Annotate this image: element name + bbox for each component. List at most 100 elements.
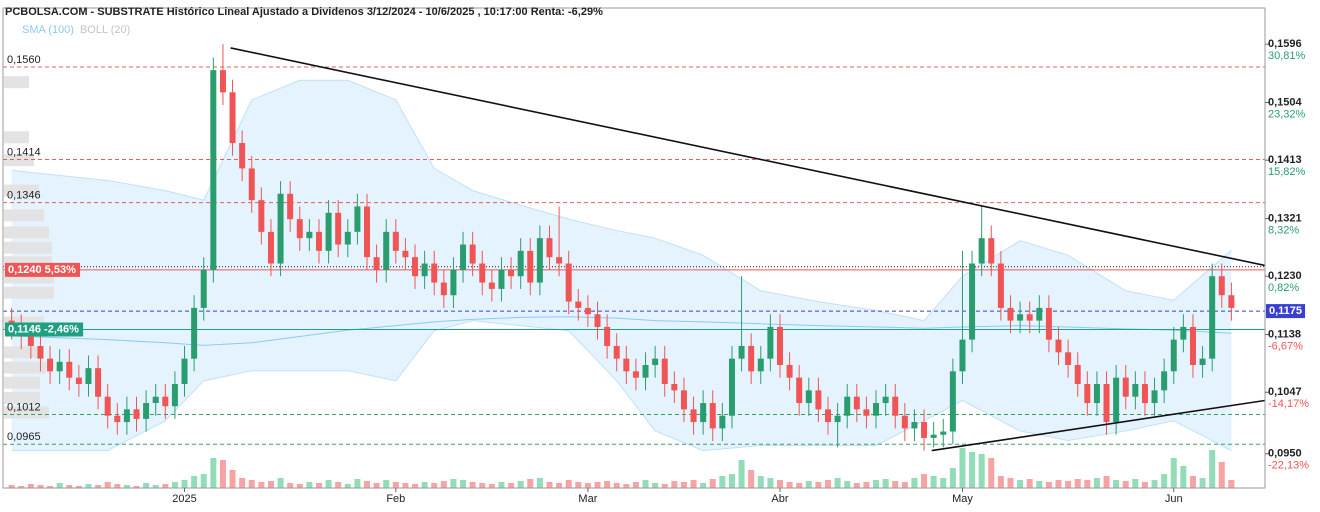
y-tick-percent: -22,13%	[1268, 460, 1309, 472]
candle-body	[709, 403, 716, 429]
volume-profile-bar	[4, 241, 52, 254]
volume-bar	[613, 483, 620, 488]
candle-body	[75, 377, 82, 385]
level-label: 0,1560	[7, 54, 41, 66]
volume-bar	[1113, 480, 1120, 488]
volume-profile-bar	[4, 154, 34, 167]
volume-bar	[594, 482, 601, 488]
volume-bar	[181, 480, 188, 488]
candle-body	[1180, 326, 1187, 340]
candle-body	[66, 361, 73, 378]
volume-bar	[1132, 479, 1139, 488]
candle-body	[258, 200, 265, 232]
candle-body	[536, 238, 543, 283]
volume-bar	[969, 452, 976, 488]
volume-bar	[258, 482, 265, 488]
volume-bar	[191, 476, 198, 488]
volume-bar	[623, 484, 630, 488]
candle-body	[1113, 377, 1120, 423]
volume-profile-bar	[4, 209, 44, 222]
candle-body	[1103, 384, 1110, 423]
volume-bar	[104, 482, 111, 488]
candle-body	[844, 396, 851, 416]
volume-bar	[584, 483, 591, 488]
y-tick-percent: 0,82%	[1268, 282, 1299, 294]
candle-body	[767, 326, 774, 359]
volume-bar	[460, 480, 467, 488]
candle-body	[383, 231, 390, 270]
volume-bar	[1122, 481, 1129, 488]
volume-bar	[1209, 450, 1216, 488]
volume-profile-bar	[4, 406, 49, 419]
candle-body	[277, 193, 284, 264]
candle-body	[978, 238, 985, 264]
candle-body	[37, 345, 44, 359]
volume-bar	[239, 478, 246, 488]
candle-body	[219, 70, 226, 93]
candle-body	[623, 358, 630, 372]
volume-bar	[997, 476, 1004, 488]
candle-body	[152, 396, 159, 404]
volume-bar	[825, 480, 832, 488]
level-percent: -2,46%	[44, 323, 79, 335]
candle-body	[306, 231, 313, 239]
volume-bar	[709, 479, 716, 488]
candle-body	[143, 403, 150, 419]
volume-bar	[402, 483, 409, 488]
volume-bar	[66, 485, 73, 488]
volume-bar	[469, 482, 476, 488]
volume-bar	[873, 480, 880, 488]
volume-bar	[767, 478, 774, 488]
candle-body	[1218, 276, 1225, 296]
volume-bar	[527, 479, 534, 488]
volume-bar	[671, 481, 678, 488]
volume-bar	[133, 486, 140, 488]
volume-bar	[652, 483, 659, 488]
bollinger-fill	[11, 80, 1232, 451]
candle-body	[719, 415, 726, 429]
volume-bar	[1141, 482, 1148, 488]
volume-bar	[892, 481, 899, 488]
volume-bar	[1161, 474, 1168, 488]
volume-bar	[229, 470, 236, 488]
candle-body	[1093, 384, 1100, 404]
candle-body	[700, 403, 707, 423]
volume-bar	[940, 478, 947, 488]
candle-body	[565, 263, 572, 302]
volume-bar	[1151, 480, 1158, 488]
candle-body	[364, 206, 371, 258]
candle-body	[863, 409, 870, 416]
candle-body	[997, 263, 1004, 308]
volume-bar	[738, 460, 745, 488]
candle-body	[594, 314, 601, 327]
candle-body	[85, 368, 92, 385]
legend-entry: BOLL (20)	[80, 24, 130, 36]
volume-bar	[392, 482, 399, 488]
volume-bar	[143, 483, 150, 488]
volume-bar	[959, 448, 966, 488]
volume-bar	[1180, 466, 1187, 488]
volume-bar	[508, 483, 515, 488]
volume-bar	[1084, 480, 1091, 488]
volume-bar	[373, 483, 380, 488]
candle-body	[200, 269, 207, 308]
volume-bar	[267, 481, 274, 488]
candle-body	[652, 358, 659, 365]
candle-body	[392, 231, 399, 251]
volume-bar	[287, 483, 294, 488]
volume-bar	[1199, 478, 1206, 488]
candle-body	[671, 384, 678, 391]
volume-bar	[575, 482, 582, 488]
candle-body	[104, 396, 111, 416]
candle-body	[575, 301, 582, 308]
y-tick-label: 0,1504	[1268, 96, 1303, 108]
volume-bar	[18, 486, 25, 488]
volume-bar	[978, 454, 985, 488]
candle-body	[776, 326, 783, 365]
x-tick-label: Abr	[771, 493, 788, 505]
candle-body	[825, 409, 832, 423]
candle-body	[239, 143, 246, 169]
candle-body	[402, 250, 409, 258]
candle-body	[901, 415, 908, 429]
